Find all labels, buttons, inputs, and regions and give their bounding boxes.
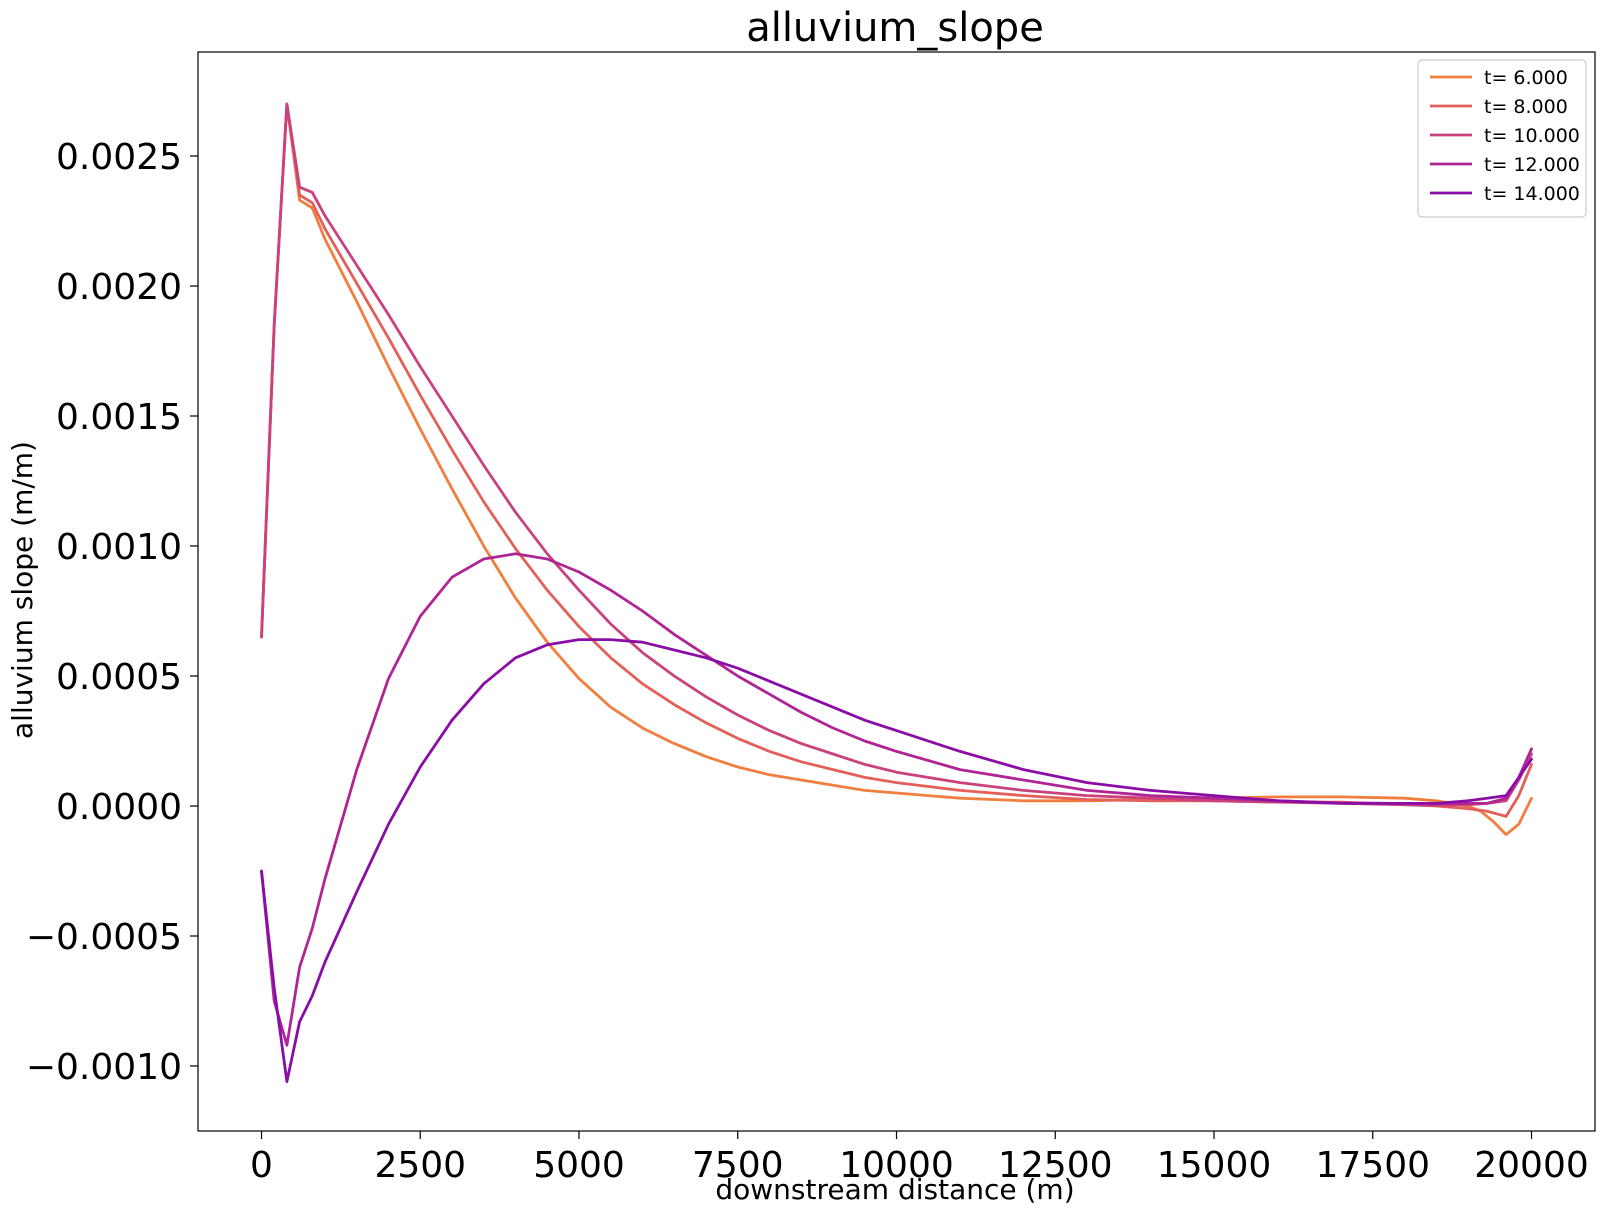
y-tick-label: 0.0000 (56, 787, 182, 828)
series-layer (260, 102, 1533, 1083)
y-axis: −0.0010 −0.0005 0.0000 0.0005 0.0010 0.0015 0.… (26, 137, 198, 1088)
x-tick-label: 12500 (998, 1145, 1113, 1186)
y-tick-label: 0.0005 (56, 657, 182, 698)
series-line-4 (260, 638, 1533, 1083)
legend-label: t= 10.000 (1484, 125, 1580, 147)
x-tick-label: 2500 (374, 1145, 466, 1186)
chart-title: alluvium_slope (746, 5, 1044, 51)
x-tick-label: 17500 (1315, 1145, 1430, 1186)
x-axis: 0 2500 5000 7500 10000 12500 15000 17500 20000 (250, 1131, 1589, 1186)
y-tick-label: 0.0025 (56, 137, 182, 178)
y-tick-label: −0.0010 (26, 1047, 182, 1088)
legend-label: t= 8.000 (1484, 96, 1568, 118)
y-tick-label: −0.0005 (26, 917, 182, 958)
x-tick-label: 10000 (839, 1145, 954, 1186)
series-line-0 (260, 102, 1533, 836)
y-tick-label: 0.0015 (56, 397, 182, 438)
legend-label: t= 12.000 (1484, 154, 1580, 176)
legend-label: t= 6.000 (1484, 67, 1568, 89)
x-tick-label: 0 (250, 1145, 273, 1186)
y-tick-label: 0.0020 (56, 267, 182, 308)
x-tick-label: 15000 (1157, 1145, 1272, 1186)
x-axis-label: downstream distance (m) (715, 1173, 1074, 1206)
x-tick-label: 20000 (1474, 1145, 1589, 1186)
plot-area (197, 51, 1596, 1132)
x-tick-label: 5000 (533, 1145, 625, 1186)
legend-box (1417, 59, 1587, 218)
x-tick-label: 7500 (692, 1145, 784, 1186)
y-tick-label: 0.0010 (56, 527, 182, 568)
legend-label: t= 14.000 (1484, 183, 1580, 205)
legend: t= 6.000 t= 8.000 t= 10.000 t= 12.000 t= 14.… (1417, 59, 1587, 218)
y-axis-label: alluvium slope (m/m) (6, 441, 39, 739)
